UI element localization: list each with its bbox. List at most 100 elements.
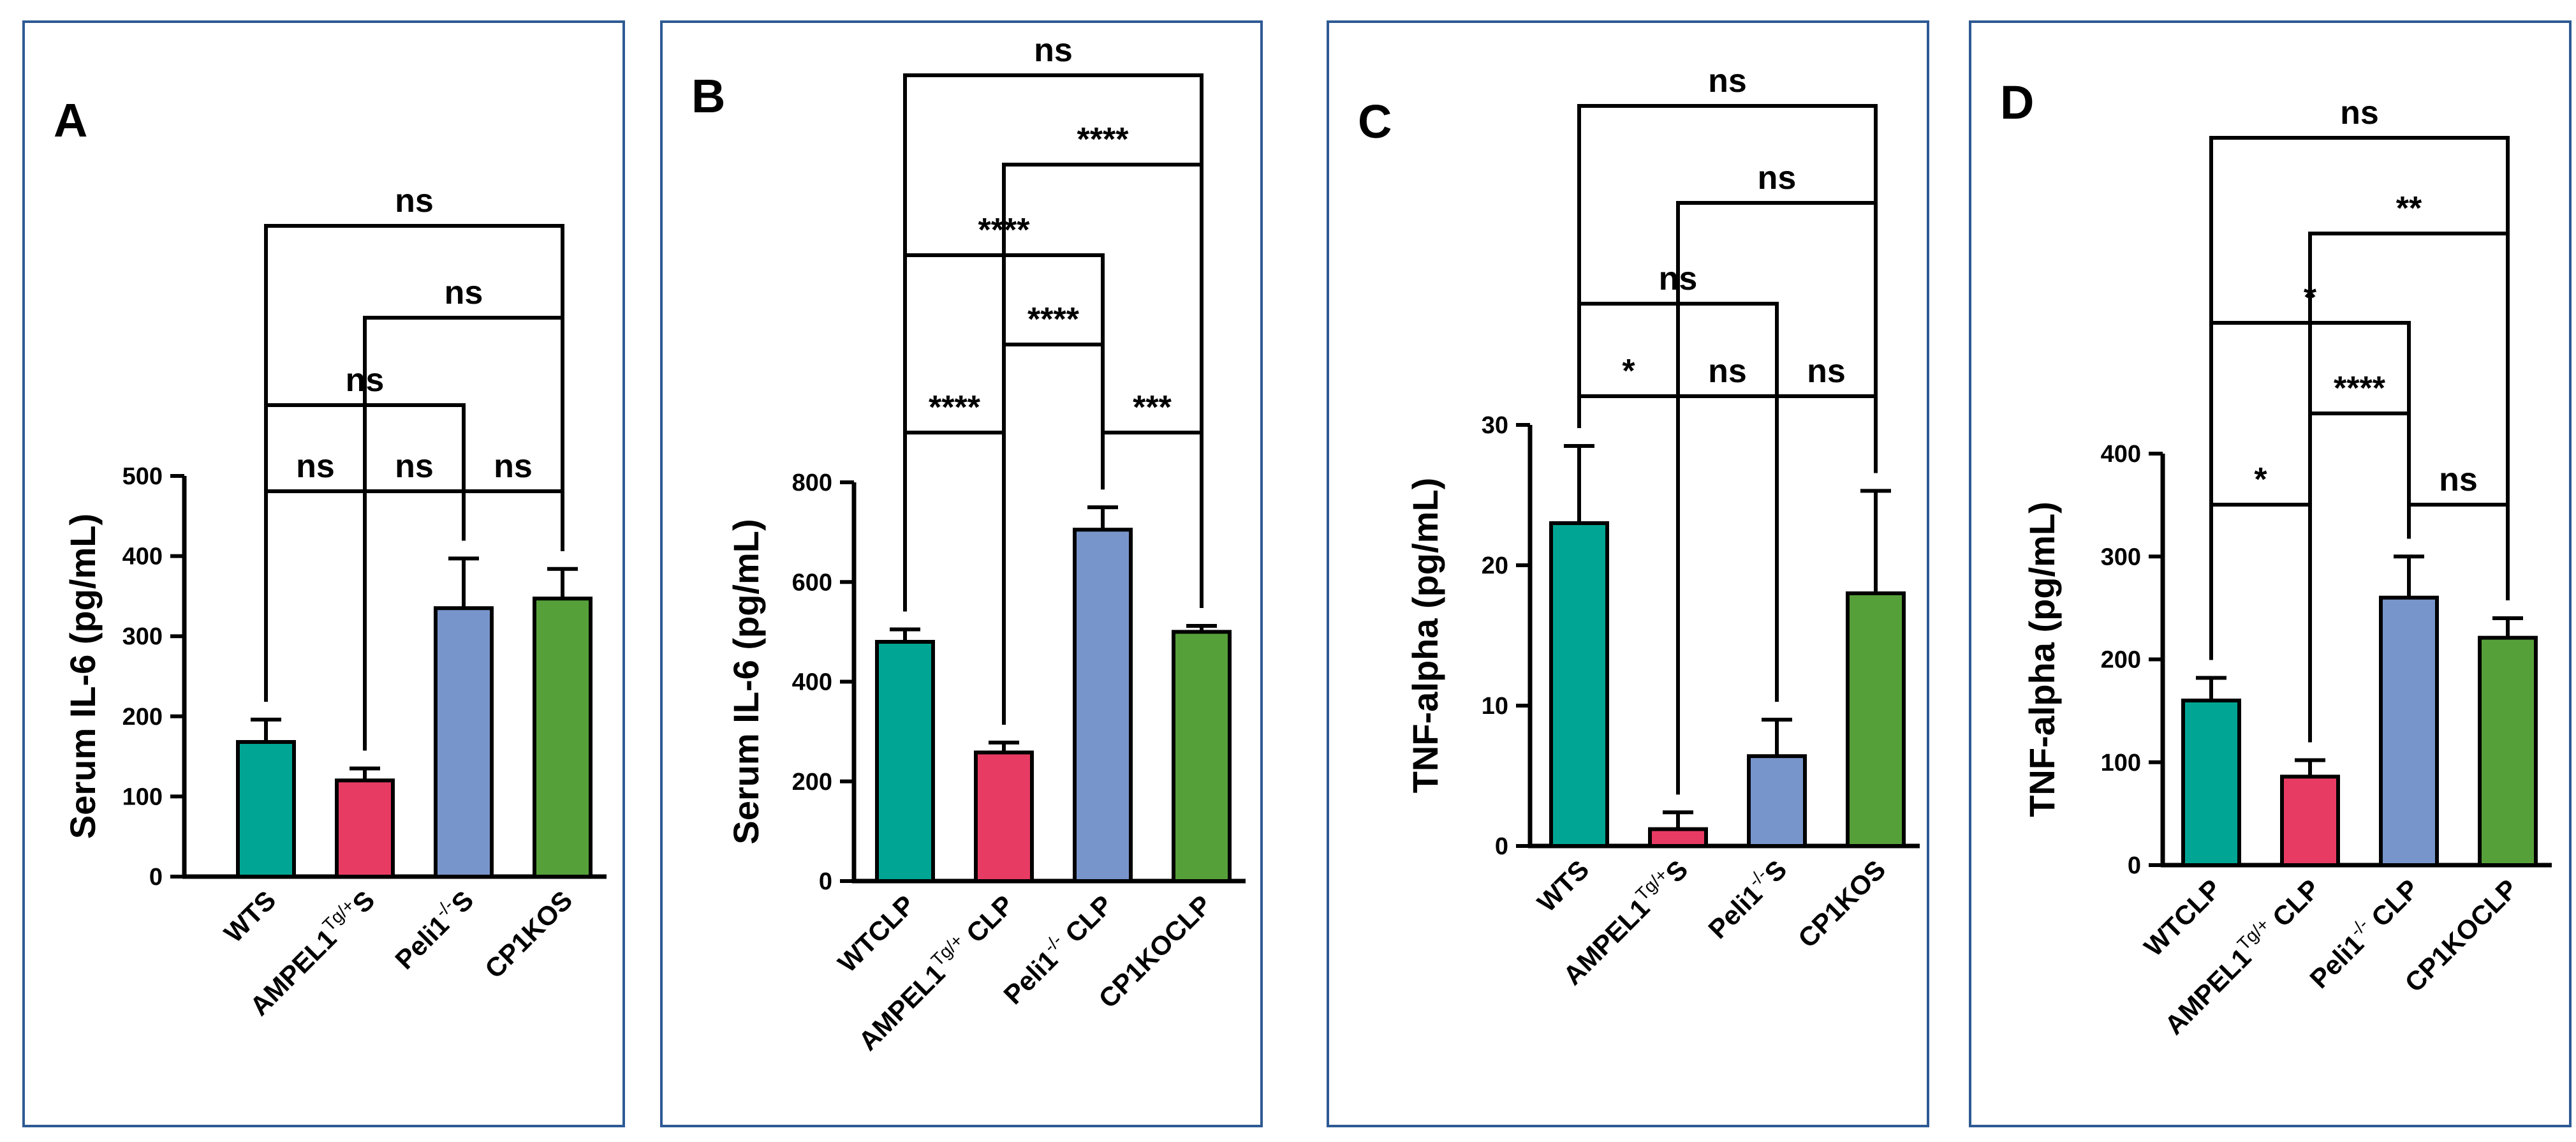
panel-letter-a: A (54, 94, 87, 147)
category-main: WTCLP (2138, 873, 2227, 962)
y-tick-label: 0 (1495, 833, 1508, 860)
bar (434, 606, 494, 879)
x-category-label: WTCLP (832, 889, 921, 978)
bar (1073, 528, 1133, 883)
significance-label: ns (1659, 260, 1698, 297)
y-tick-label: 800 (792, 470, 832, 496)
panel-letter-c: C (1358, 95, 1392, 148)
significance-bracket (1676, 394, 1779, 795)
y-tick-label: 0 (2128, 852, 2141, 879)
significance-label: ns (346, 362, 385, 399)
x-category-label: WTS (218, 885, 281, 948)
significance-label: ns (395, 448, 434, 485)
significance-label: ns (1708, 63, 1747, 100)
y-tick-label: 10 (1482, 693, 1508, 720)
bar (1549, 521, 1609, 848)
significance-label: ns (445, 274, 483, 311)
category-main: WTCLP (832, 889, 921, 978)
x-category-label: Peli1-/-S (1700, 852, 1793, 945)
bar (1747, 754, 1807, 848)
x-category-label: CP1KOS (1792, 854, 1891, 953)
y-tick-label: 400 (122, 544, 163, 570)
bar (1172, 630, 1232, 883)
significance-bracket (903, 431, 1006, 725)
category-main: CP1KOS (1792, 854, 1891, 953)
bar (1846, 591, 1906, 848)
category-main: WTS (218, 885, 281, 948)
category-main: AMPEL1 (244, 923, 342, 1021)
x-category-label: WTS (1531, 854, 1594, 917)
bar (335, 778, 395, 879)
significance-label: *** (1133, 389, 1172, 426)
significance-label: ns (1807, 353, 1846, 390)
bar (1648, 827, 1708, 848)
significance-label: ns (494, 448, 533, 485)
significance-bracket (1775, 394, 1878, 702)
y-tick-label: 500 (122, 463, 163, 490)
y-tick-label: 20 (1482, 552, 1508, 579)
y-tick-label: 400 (2101, 441, 2141, 468)
y-tick-label: 200 (122, 704, 163, 730)
y-axis-label: TNF-alpha (pg/mL) (1405, 478, 1445, 794)
bar (2181, 699, 2241, 867)
y-tick-label: 30 (1482, 412, 1508, 439)
y-axis-label: Serum IL-6 (pg/mL) (726, 519, 766, 844)
significance-label: **** (1027, 301, 1080, 338)
x-category-label: Peli1-/-S (387, 883, 480, 975)
category-main: WTS (1531, 854, 1594, 917)
significance-label: **** (2334, 370, 2386, 407)
significance-label: ns (395, 182, 434, 219)
y-tick-label: 400 (792, 669, 832, 696)
chart-a-svg: A 0 100 200 300 400 500 Serum IL-6 (pg/mL) WTSAM… (54, 94, 607, 1021)
significance-label: * (2304, 279, 2317, 316)
significance-label: * (1622, 353, 1635, 390)
x-category-label: WTCLP (2138, 873, 2227, 962)
significance-label: ns (1034, 32, 1073, 69)
y-tick-label: 100 (122, 783, 163, 810)
significance-label: ** (2396, 190, 2422, 227)
bar (2379, 595, 2439, 867)
significance-bracket (264, 489, 367, 751)
y-tick-label: 0 (149, 864, 163, 891)
chart-panel-c: C 0 10 20 30 TNF-alpha (pg/mL) WTS AMPEL1Tg/+S P… (1327, 20, 1929, 1127)
y-tick-label: 300 (2101, 544, 2141, 570)
category-main: CP1KOS (479, 885, 578, 984)
bar (533, 597, 592, 879)
significance-label: ns (2439, 461, 2478, 498)
category-main: AMPEL1 (853, 958, 951, 1057)
significance-label: ns (2340, 94, 2379, 131)
y-tick-label: 200 (2101, 647, 2141, 674)
y-tick-label: 0 (819, 868, 832, 895)
chart-panel-d: D 0 100 200 300 400 TNF-alpha (pg/mL) WTCLP AMPE… (1969, 20, 2572, 1127)
chart-d-svg: D 0 100 200 300 400 TNF-alpha (pg/mL) WTCLPAMPE… (2000, 76, 2552, 1041)
y-tick-label: 300 (122, 623, 163, 650)
significance-label: **** (1077, 121, 1130, 158)
significance-bracket (2209, 503, 2312, 743)
bar (2280, 775, 2340, 867)
significance-label: **** (978, 212, 1031, 249)
category-main: AMPEL1 (1557, 893, 1656, 991)
significance-bracket (2407, 503, 2510, 600)
significance-bracket (1101, 431, 1203, 608)
y-tick-label: 600 (792, 569, 832, 596)
x-category-label: CP1KOS (479, 885, 578, 984)
significance-bracket (1577, 104, 1878, 473)
significance-label: ns (1758, 159, 1797, 197)
y-tick-label: 100 (2101, 750, 2141, 776)
chart-panel-a: A 0 100 200 300 400 500 Serum IL-6 (pg/mL) WTS AM… (22, 20, 625, 1127)
category-main: AMPEL1 (2159, 942, 2257, 1041)
significance-label: * (2254, 461, 2267, 498)
significance-bracket (462, 489, 564, 551)
chart-panel-b: B 0 200 400 600 800 Serum IL-6 (pg/mL) WTCLP AMP… (660, 20, 1263, 1127)
significance-label: ns (296, 448, 335, 485)
y-axis-label: TNF-alpha (pg/mL) (2022, 501, 2062, 817)
y-axis-label: Serum IL-6 (pg/mL) (63, 514, 103, 839)
significance-label: **** (929, 389, 981, 426)
chart-b-svg: B 0 200 400 600 800 Serum IL-6 (pg/mL) WTCLPAMP… (691, 32, 1246, 1057)
panel-letter-d: D (2000, 76, 2034, 129)
panel-letter-b: B (691, 70, 725, 122)
bar (974, 750, 1034, 883)
significance-label: ns (1708, 353, 1747, 390)
bar (2478, 635, 2538, 867)
